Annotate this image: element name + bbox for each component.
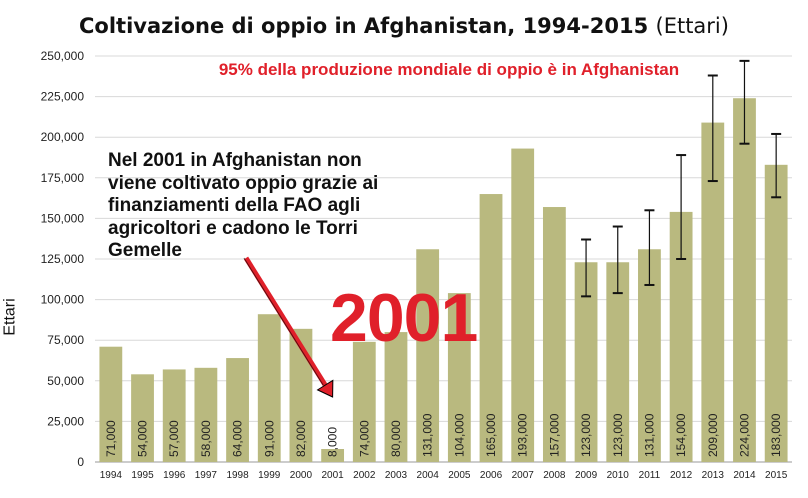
x-tick-label: 2002 — [353, 470, 376, 481]
data-label-2013: 209,000 — [706, 413, 720, 457]
x-tick-label: 2012 — [670, 470, 693, 481]
y-tick-label: 50,000 — [47, 374, 84, 388]
chart-title: Coltivazione di oppio in Afghanistan, 19… — [79, 14, 729, 38]
x-tick-label: 2003 — [385, 470, 408, 481]
x-tick-label: 2011 — [639, 470, 661, 481]
data-label-2011: 131,000 — [642, 413, 656, 457]
y-tick-label: 150,000 — [41, 211, 85, 225]
x-tick-label: 2010 — [607, 470, 630, 481]
x-tick-label: 2001 — [321, 470, 344, 481]
x-tick-label: 2005 — [448, 470, 471, 481]
data-label-2002: 74,000 — [357, 420, 371, 457]
y-tick-label: 225,000 — [41, 90, 85, 104]
x-tick-label: 1996 — [163, 470, 186, 481]
data-label-2006: 165,000 — [484, 413, 498, 457]
bar-2014 — [733, 98, 756, 462]
data-label-1994: 71,000 — [104, 420, 118, 457]
x-tick-label: 2015 — [765, 470, 788, 481]
x-tick-label: 2014 — [733, 470, 756, 481]
y-axis-ticks: 0 25,000 50,000 75,000 100,000 125,000 150,000… — [41, 49, 85, 469]
bar-2009 — [574, 262, 598, 462]
bar-2000 — [289, 328, 313, 462]
y-tick-label: 25,000 — [47, 414, 84, 428]
data-label-2010: 123,000 — [611, 413, 625, 457]
x-tick-label: 1994 — [100, 470, 123, 481]
data-label-2012: 154,000 — [674, 413, 688, 457]
data-label-2009: 123,000 — [579, 413, 593, 457]
bar-2013 — [701, 122, 725, 463]
data-label-2014: 224,000 — [737, 413, 751, 457]
annotation-arrow — [243, 256, 334, 398]
x-tick-label: 1999 — [258, 470, 281, 481]
bar-2002 — [352, 341, 376, 462]
bar-1994 — [99, 346, 123, 462]
data-label-2003: 80,000 — [389, 420, 403, 457]
bar-2015 — [764, 164, 788, 463]
y-tick-label: 125,000 — [41, 252, 85, 266]
x-tick-label: 1995 — [131, 470, 154, 481]
x-tick-label: 2013 — [702, 470, 725, 481]
bar-2005 — [447, 293, 471, 462]
x-tick-label: 2004 — [417, 470, 440, 481]
data-label-2015: 183,000 — [769, 413, 783, 457]
y-tick-label: 200,000 — [41, 130, 85, 144]
data-label-1997: 58,000 — [199, 420, 213, 457]
arrow-shaft-edge — [243, 257, 324, 386]
data-label-1999: 91,000 — [262, 420, 276, 457]
annotation-note: Nel 2001 in Afghanistan non viene coltiv… — [108, 150, 379, 261]
bar-2007 — [511, 148, 535, 462]
data-label-2004: 131,000 — [421, 413, 435, 457]
y-tick-label: 75,000 — [47, 333, 84, 347]
bar-1997 — [194, 367, 218, 462]
data-label-2000: 82,000 — [294, 420, 308, 457]
arrow-head — [316, 379, 334, 398]
x-tick-label: 2007 — [512, 470, 535, 481]
chart-subtitle: 95% della produzione mondiale di oppio è… — [218, 60, 680, 79]
bar-1996 — [162, 369, 186, 462]
data-label-1995: 54,000 — [136, 420, 150, 457]
data-label-1996: 57,000 — [167, 420, 181, 457]
chart-title-unit: (Ettari) — [655, 14, 729, 38]
data-label-2007: 193,000 — [516, 413, 530, 457]
data-label-2005: 104,000 — [452, 413, 466, 457]
data-label-1998: 64,000 — [231, 420, 245, 457]
x-axis-ticks: 1994 1995 1996 1997 1998 1999 2000 2001 2002 2003… — [100, 470, 788, 481]
data-label-2008: 157,000 — [547, 413, 561, 457]
x-tick-label: 2009 — [575, 470, 598, 481]
bar-1999 — [257, 314, 281, 462]
x-tick-label: 2006 — [480, 470, 503, 481]
error-bars — [581, 59, 782, 298]
data-label-2001: 8,000 — [326, 427, 340, 457]
y-axis-label: Ettari — [1, 298, 19, 336]
bar-2003 — [384, 332, 408, 462]
bar-2012 — [669, 211, 693, 462]
x-tick-label: 1998 — [226, 470, 249, 481]
x-tick-label: 2000 — [290, 470, 313, 481]
bar-2006 — [479, 194, 503, 463]
bars — [99, 98, 788, 463]
bar-1998 — [226, 358, 249, 462]
bar-2008 — [542, 207, 566, 462]
x-tick-label: 1997 — [195, 470, 218, 481]
bar-2011 — [638, 249, 661, 462]
bar-1995 — [131, 374, 154, 462]
bar-2004 — [416, 249, 440, 462]
y-tick-label: 175,000 — [41, 171, 85, 185]
y-tick-label: 0 — [77, 455, 84, 469]
arrow-shaft — [243, 256, 328, 387]
bar-2001 — [321, 449, 345, 462]
y-tick-label: 250,000 — [41, 49, 85, 63]
data-labels: 71,000 54,000 57,000 58,000 64,000 91,000 82,0… — [104, 413, 783, 457]
y-tick-label: 100,000 — [41, 293, 85, 307]
bar-2010 — [606, 262, 630, 462]
annotation-year-label: 2001 — [330, 280, 478, 356]
x-tick-label: 2008 — [543, 470, 566, 481]
